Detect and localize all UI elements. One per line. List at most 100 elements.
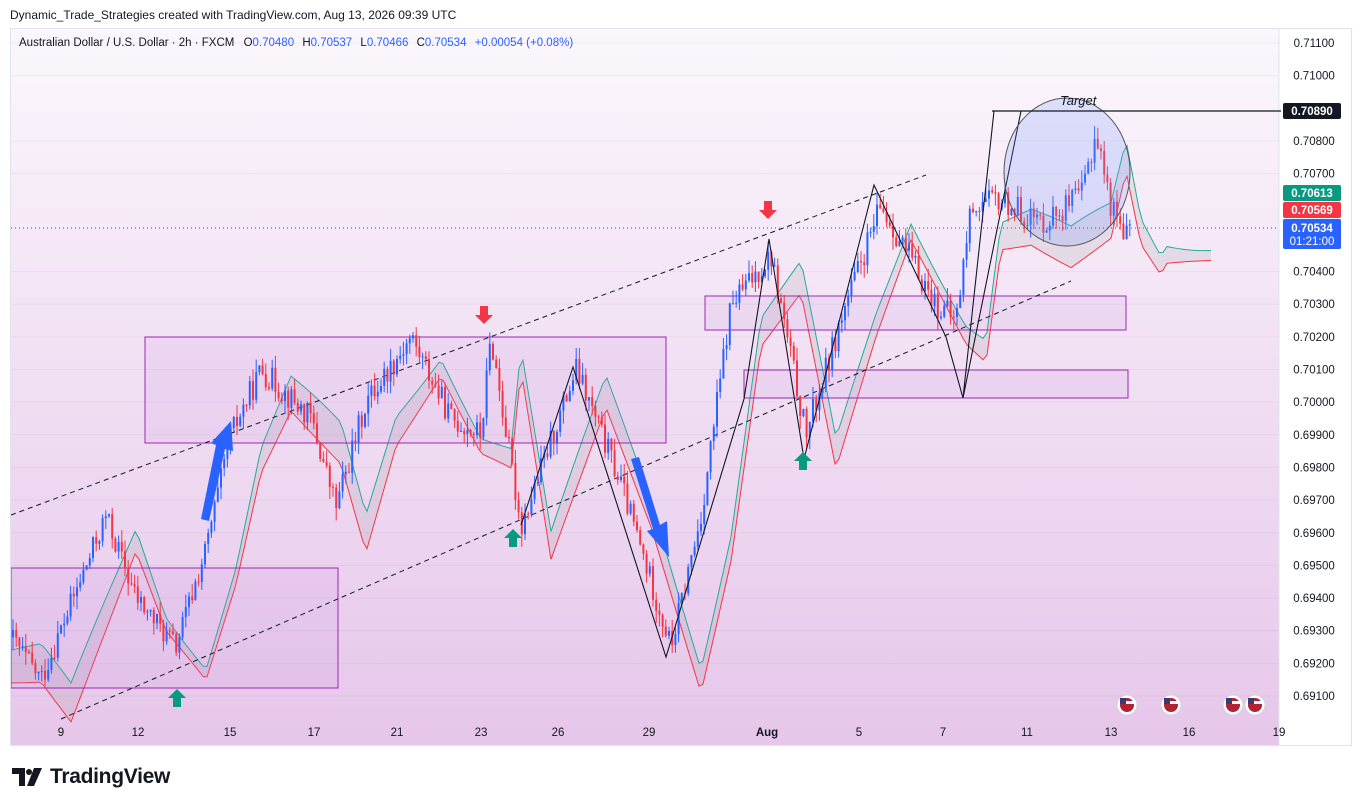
target-label: Target [1060,93,1098,108]
candle-body [460,431,462,433]
candle-body [860,260,862,263]
candle-body [642,544,645,554]
candle-body [111,514,114,539]
impulse-arrow-up [201,421,233,521]
candle-body [1071,189,1074,207]
candle-body [972,208,974,213]
candle-body [706,472,709,505]
candle-body [184,606,187,618]
candle-body [533,483,536,500]
event-flags[interactable] [1116,694,1266,716]
candle-body [572,380,574,391]
candle-body [220,468,222,488]
candle-body [696,531,699,547]
candle-body [540,458,542,482]
candle-body [584,374,587,401]
buy-signal-arrow [794,452,812,470]
candle-body [120,541,123,552]
candle-body [466,429,469,435]
candle-body [1048,225,1051,231]
candle-body [181,617,184,638]
candle-body [245,404,248,406]
candle-body [997,193,1000,210]
ohlc-legend: Australian Dollar / U.S. Dollar · 2h · F… [19,37,573,49]
candle-body [626,483,629,514]
candle-body [47,670,50,680]
change-value: +0.00054 (+0.08%) [475,37,574,49]
candle-body [418,346,421,358]
candle-body [959,295,962,308]
zone-box [11,567,339,689]
price-tick-label: 0.69400 [1293,593,1335,605]
candle-body [367,395,370,414]
sell-signal-arrow [475,306,493,324]
candle-body [303,404,306,423]
candle-body [168,630,171,632]
flag-canton [1248,698,1254,704]
candle-body [1077,188,1080,191]
candle-body [888,222,891,226]
candle-body [808,421,811,438]
svg-text:0.70569: 0.70569 [1291,205,1333,217]
candle-body [63,623,66,626]
price-chart[interactable]: Target 0.71100 0.71000 0.70800 0.70700 0.704… [11,29,1351,745]
candle-body [674,634,677,645]
candle-body [898,240,901,247]
bar-countdown: 01:21:00 [1290,236,1335,248]
candle-body [940,316,942,319]
price-tick-label: 0.71100 [1294,38,1335,50]
candle-body [360,415,363,427]
candle-body [722,349,725,379]
time-tick-label: 11 [1021,727,1033,739]
high-label: H [302,37,310,49]
time-axis[interactable]: 9 12 15 17 21 23 26 29 Aug 5 7 11 13 16 19 [58,727,1286,739]
candle-body [783,302,786,320]
price-tick-label: 0.70400 [1293,267,1335,279]
candle-body [831,337,834,371]
candle-body [738,284,741,303]
candle-body [408,338,411,344]
flag-canton [1226,698,1232,704]
candle-body [1096,138,1099,149]
candle-body [79,582,82,588]
candle-body [456,420,459,432]
candle-body [258,365,261,373]
svg-text:0.70613: 0.70613 [1291,188,1333,200]
candle-body [1068,195,1070,207]
candle-body [296,402,299,412]
candle-body [236,416,238,426]
tradingview-logo[interactable]: TradingView [12,764,170,790]
candle-body [754,271,757,283]
chart-frame[interactable]: Target 0.71100 0.71000 0.70800 0.70700 0.704… [10,28,1352,746]
candle-body [962,259,965,296]
time-tick-label: Aug [756,727,778,739]
time-tick-label: 19 [1273,727,1286,739]
candle-body [421,356,424,358]
candle-body [101,518,104,542]
candle-body [309,402,312,414]
price-axis[interactable]: 0.71100 0.71000 0.70800 0.70700 0.70400 0.703… [1293,38,1335,703]
candle-body [604,424,606,453]
candle-body [1052,206,1054,226]
candle-body [639,530,642,545]
candle-body [588,397,590,401]
candle-body [946,300,949,306]
candle-body [965,243,968,260]
candle-body [140,597,142,603]
candle-body [1061,215,1064,221]
flag-stripe [1164,701,1178,704]
time-tick-label: 13 [1105,727,1118,739]
candle-body [530,499,533,515]
price-tick-label: 0.69800 [1293,462,1335,474]
candle-body [412,335,414,339]
candle-body [687,566,690,594]
candle-body [988,190,990,199]
candle-body [476,422,478,435]
candle-body [210,521,213,533]
candle-body [175,633,178,653]
candle-body [504,417,507,437]
candle-body [680,593,683,604]
candle-body [514,462,517,500]
candle-body [786,319,789,338]
candle-body [501,390,504,418]
